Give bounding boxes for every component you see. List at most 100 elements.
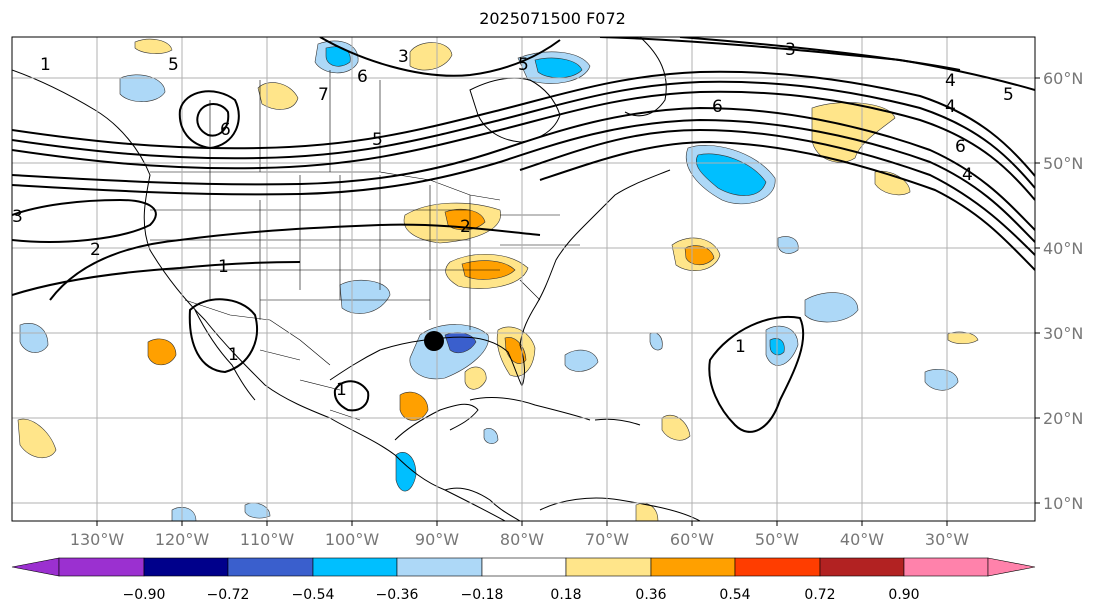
yellow-blob-lesser-antilles: [661, 414, 691, 441]
contour-1-gulf: [333, 380, 370, 412]
colorbar-tick-label: 0.54: [719, 587, 750, 603]
coastlines: [12, 37, 701, 521]
lon-tick-label: 120°W: [155, 530, 210, 549]
contour-jet-5: [12, 118, 1035, 243]
yellow-blob-canada-north: [409, 42, 453, 71]
contour-label: 5: [1003, 85, 1014, 105]
contour-2: [49, 223, 541, 301]
map-title: 2025071500 F072: [479, 9, 626, 28]
state-lines-horizontal: [150, 209, 500, 301]
cyan-core-hudson: [534, 57, 583, 79]
colorbar-tick-label: 0.90: [888, 587, 919, 603]
yellow-blob-pacific-nw: [134, 38, 173, 54]
gulf-coast: [329, 169, 671, 388]
lat-tick-label: 50°N: [1043, 154, 1083, 173]
orange-blob-mexico-pacific: [147, 338, 177, 366]
yellow-blob-gulf-se: [464, 366, 487, 390]
graticule: [12, 37, 1035, 521]
contour-label: 3: [785, 40, 796, 60]
baja: [194, 309, 256, 401]
longitude-axis: 130°W 120°W 110°W 100°W 90°W 80°W 70°W 6…: [70, 521, 969, 549]
lon-tick-label: 50°W: [755, 530, 799, 549]
contour-label: 1: [40, 55, 51, 75]
lon-tick-label: 30°W: [925, 530, 969, 549]
lon-tick-label: 80°W: [500, 530, 544, 549]
colorbar-ticks: −0.90 −0.72 −0.54 −0.36 −0.18 0.18 0.36 …: [123, 587, 920, 603]
lat-tick-label: 20°N: [1043, 409, 1083, 428]
contour-low-alaska-inner: [196, 103, 230, 137]
contour-jet-7: [539, 140, 1035, 271]
north-america-coast: [12, 69, 506, 521]
contour-lines: [12, 37, 1035, 433]
colorbar-tick-label: −0.54: [292, 587, 335, 603]
colorbar-tick-label: −0.72: [207, 587, 250, 603]
blue-blob-caribbean-central: [395, 452, 417, 492]
contour-north-3: [679, 37, 961, 71]
contour-label: 4: [945, 71, 956, 91]
blue-blob-pacific: [19, 323, 49, 353]
contour-label: 2: [460, 217, 471, 237]
latitude-axis: 60°N 50°N 40°N 30°N 20°N 10°N: [1035, 69, 1083, 513]
colorbar-tick-label: −0.36: [376, 587, 419, 603]
contour-label: 3: [398, 47, 409, 67]
colorbar-bin: [396, 557, 483, 577]
colorbar-tick-label: −0.90: [123, 587, 166, 603]
contour-3: [12, 198, 157, 243]
contour-label: 3: [12, 207, 23, 227]
colorbar-bin: [650, 557, 736, 577]
lon-tick-label: 90°W: [415, 530, 459, 549]
colorbar-tick-label: −0.18: [461, 587, 504, 603]
contour-jet-2: [12, 80, 1035, 189]
blue-blob-colombia: [171, 507, 197, 521]
blue-blob-alaska: [119, 74, 166, 102]
contour-1-west: [12, 261, 301, 296]
colorbar-tick-label: 0.72: [804, 587, 835, 603]
cuba: [469, 397, 591, 421]
central-america: [444, 487, 521, 521]
contour-label: 1: [336, 380, 347, 400]
contour-label: 6: [712, 97, 723, 117]
colorbar-bin: [734, 557, 821, 577]
contour-label: 4: [962, 165, 973, 185]
colorbar-tick-label: 0.36: [635, 587, 666, 603]
contour-jet-6: [519, 128, 1035, 256]
contour-labels: 1 2 3 5 6 7 5 6 3 5 6 4 4 5 6 4 3 2 1 1 …: [12, 40, 1014, 400]
lat-tick-label: 10°N: [1043, 494, 1083, 513]
colorbar-extend-high: [987, 557, 1036, 577]
contour-1-atlantic: [708, 315, 805, 433]
cyan-core-newfoundland: [696, 153, 767, 196]
colorbar-bin: [143, 557, 229, 577]
state-lines-east: [500, 214, 580, 301]
orange-core-midwest: [444, 209, 486, 231]
contour-label: 1: [228, 345, 239, 365]
lat-tick-label: 60°N: [1043, 69, 1083, 88]
contour-north-1: [319, 37, 561, 77]
contour-jet-4: [12, 106, 1035, 231]
contour-label: 1: [735, 337, 746, 357]
lon-tick-label: 60°W: [670, 530, 714, 549]
orange-blob-yucatan-west: [399, 391, 429, 421]
south-america: [539, 497, 701, 521]
colorbar-bin: [312, 557, 398, 577]
lon-tick-label: 110°W: [240, 530, 295, 549]
contour-label: 7: [318, 85, 329, 105]
contour-label: 5: [372, 130, 383, 150]
lon-tick-label: 70°W: [585, 530, 629, 549]
map-frame: [11, 36, 1036, 522]
blue-blob-atlantic-mid: [804, 292, 859, 323]
contour-label: 6: [357, 67, 368, 87]
yellow-blob-rockies: [257, 82, 299, 110]
blue-blob-atlantic-se: [924, 369, 959, 391]
contour-low-alaska: [178, 90, 240, 150]
colorbar-bin: [58, 557, 145, 577]
greenland: [624, 37, 667, 117]
colorbar-bin: [903, 557, 989, 577]
blue-blob-atlantic-east: [777, 236, 799, 254]
contour-label: 6: [955, 137, 966, 157]
yellow-blob-east-30n: [947, 331, 979, 345]
colorbar: [11, 557, 1036, 577]
lat-tick-label: 30°N: [1043, 324, 1083, 343]
state-lines-central: [379, 175, 471, 330]
colorbar-extend-low: [11, 557, 60, 577]
